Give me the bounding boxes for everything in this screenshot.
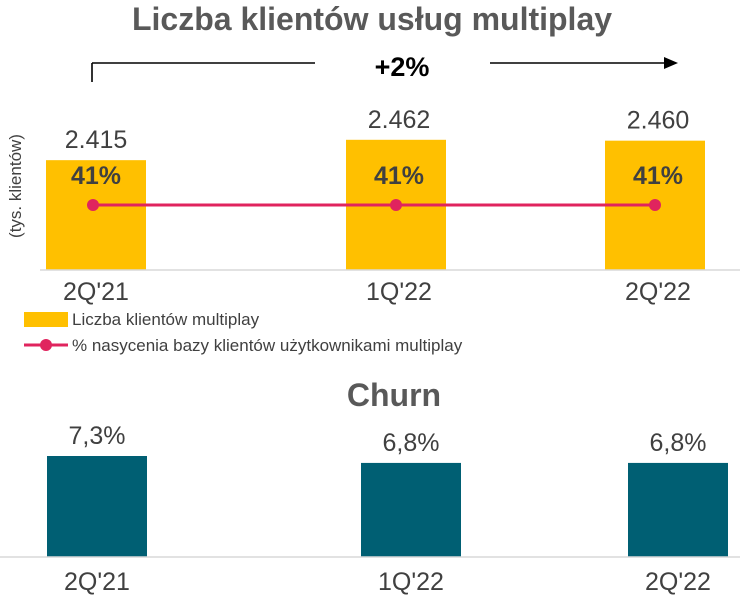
growth-indicator: +2% xyxy=(91,52,678,82)
churn-bar-value: 6,8% xyxy=(650,429,707,457)
churn-bar-value: 6,8% xyxy=(383,429,440,457)
growth-arrow-icon xyxy=(664,57,678,69)
churn-bar xyxy=(47,456,147,557)
churn-x-tick: 1Q'22 xyxy=(378,568,444,596)
legend-label-line: % nasycenia bazy klientów użytkownikami … xyxy=(72,336,463,355)
churn-bar xyxy=(628,462,728,557)
multiplay-bar-value: 2.460 xyxy=(627,107,690,135)
multiplay-bars: 2.415 41% 2.462 41% 2.460 41% xyxy=(46,106,705,270)
multiplay-x-tick: 2Q'21 xyxy=(63,278,129,306)
y-axis-label: (tys. klientów) xyxy=(6,134,25,238)
churn-chart-title: Churn xyxy=(347,377,441,413)
multiplay-bar xyxy=(46,160,146,270)
saturation-point xyxy=(87,199,99,211)
multiplay-chart-title: Liczba klientów usług multiplay xyxy=(132,1,612,37)
legend-swatch-marker xyxy=(40,339,52,351)
multiplay-x-ticks: 2Q'21 1Q'22 2Q'22 xyxy=(63,278,691,306)
saturation-line xyxy=(87,199,661,211)
legend: Liczba klientów multiplay % nasycenia ba… xyxy=(24,310,463,355)
churn-x-tick: 2Q'21 xyxy=(64,568,130,596)
saturation-point xyxy=(390,199,402,211)
saturation-point xyxy=(649,199,661,211)
churn-bar-value: 7,3% xyxy=(69,422,126,450)
saturation-value-label: 41% xyxy=(71,162,121,190)
multiplay-x-tick: 2Q'22 xyxy=(625,278,691,306)
churn-bar xyxy=(361,462,461,557)
legend-label-bars: Liczba klientów multiplay xyxy=(72,310,260,329)
churn-x-ticks: 2Q'21 1Q'22 2Q'22 xyxy=(64,568,711,596)
saturation-value-label: 41% xyxy=(633,162,683,190)
growth-label: +2% xyxy=(375,52,430,82)
saturation-value-label: 41% xyxy=(374,162,424,190)
legend-swatch-bars xyxy=(24,312,68,327)
churn-bars: 7,3% 6,8% 6,8% xyxy=(47,422,728,557)
multiplay-bar-value: 2.415 xyxy=(65,126,128,154)
churn-x-tick: 2Q'22 xyxy=(645,568,711,596)
multiplay-x-tick: 1Q'22 xyxy=(366,278,432,306)
multiplay-bar-value: 2.462 xyxy=(368,106,431,134)
